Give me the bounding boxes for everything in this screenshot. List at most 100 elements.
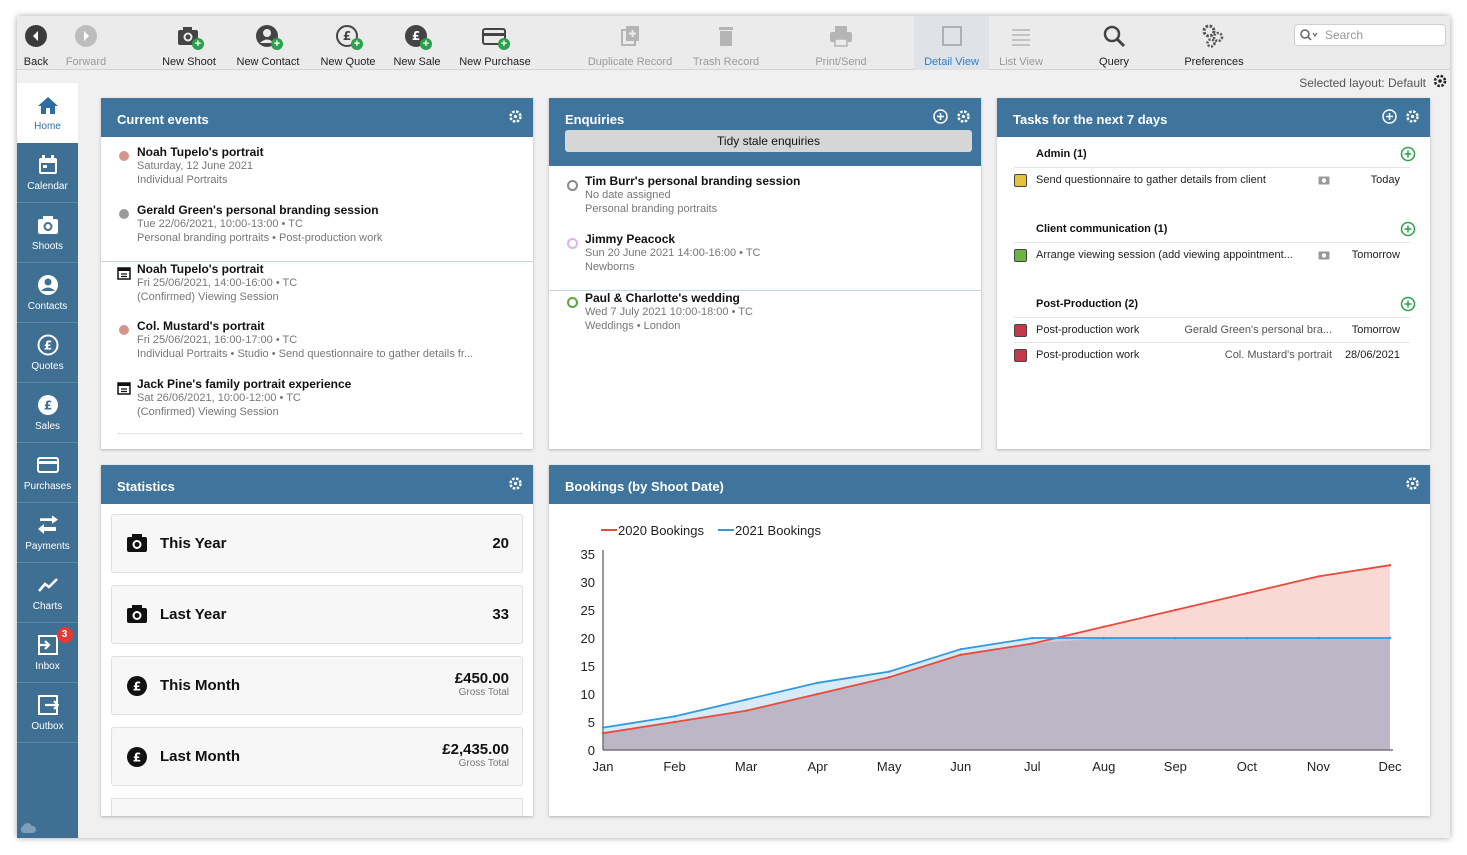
add-group-task-icon[interactable] [1400,146,1416,167]
y-tick-label: 15 [581,659,595,674]
add-group-task-icon[interactable] [1400,221,1416,242]
stat-value: 33 [492,606,509,623]
task-group-header: Client communication (1) [997,218,1430,242]
task-row[interactable]: Arrange viewing session (add viewing app… [1014,242,1410,267]
new-quote-button[interactable]: £ + New Quote [316,16,380,70]
forward-icon [71,20,101,52]
sidebar-item-payments[interactable]: Payments [17,503,78,563]
task-row[interactable]: Post-production work Col. Mustard's portr… [1014,342,1410,367]
series-area-0 [603,565,1390,750]
sidebar-item-charts[interactable]: Charts [17,563,78,623]
sidebar-item-sales[interactable]: £ Sales [17,383,78,443]
new-contact-button[interactable]: + New Contact [231,16,305,70]
task-checkbox[interactable] [1014,249,1027,262]
query-button[interactable]: Query [1089,16,1139,70]
add-group-task-icon[interactable] [1400,296,1416,317]
duplicate-record-button[interactable]: Duplicate Record [582,16,678,70]
search-input[interactable]: Search [1294,24,1446,46]
panel-gear-icon[interactable] [1405,109,1420,127]
layout-bar: Selected layout: Default [17,71,1450,93]
tasks-header: Tasks for the next 7 days [997,98,1430,137]
sidebar-item-calendar[interactable]: Calendar [17,143,78,203]
data-point [1031,636,1034,640]
stat-card[interactable]: This Year 20 [111,514,523,573]
preferences-button[interactable]: Preferences [1177,16,1251,70]
status-dot [119,209,129,219]
print-icon [826,20,856,52]
enquiry-title: Paul & Charlotte's wedding [585,291,740,305]
sidebar-item-home[interactable]: Home [17,83,78,143]
task-row[interactable]: Post-production work Gerald Green's perso… [1014,317,1410,342]
event-item[interactable]: Noah Tupelo's portrait Fri 25/06/2021, 14… [101,261,533,319]
task-row[interactable]: Send questionnaire to gather details fro… [1014,167,1410,192]
event-item[interactable]: Jack Pine's family portrait experience Sa… [101,377,533,435]
sidebar-item-inbox[interactable]: 3 Inbox [17,623,78,683]
event-item[interactable]: Noah Tupelo's portrait Saturday, 12 June … [101,145,533,203]
data-point [1388,564,1392,567]
panel-gear-icon[interactable] [508,476,523,494]
task-checkbox[interactable] [1014,349,1027,362]
sidebar-item-purchases[interactable]: Purchases [17,443,78,503]
stat-card[interactable]: £ This Month £450.00 Gross Total [111,656,523,715]
sidebar-item-contacts[interactable]: Contacts [17,263,78,323]
list-view-button[interactable]: List View [993,16,1049,70]
sidebar-item-label: Outbox [31,721,64,732]
event-title: Jack Pine's family portrait experience [137,377,352,391]
task-group-header: Post-Production (2) [997,293,1430,317]
x-tick-label: Feb [663,759,685,774]
panel-gear-icon[interactable] [1405,476,1420,494]
detail-view-icon [937,20,967,52]
sidebar-item-shoots[interactable]: Shoots [17,203,78,263]
list-view-label: List View [999,56,1043,68]
detail-view-label: Detail View [924,56,979,68]
statistics-panel: Statistics This Year 20 Last Year 33 £ This M… [101,465,533,816]
trash-record-button[interactable]: Trash Record [687,16,765,70]
detail-view-button[interactable]: Detail View [914,16,989,70]
x-tick-label: May [877,759,902,774]
event-date: Fri 25/06/2021, 16:00-17:00 • TC [137,334,298,346]
event-item[interactable]: Col. Mustard's portrait Fri 25/06/2021, 1… [101,319,533,377]
stat-label: Last Year [160,606,227,623]
series-line-1 [602,637,1390,729]
task-related-record: Gerald Green's personal bra... [1184,324,1332,336]
task-checkbox[interactable] [1014,324,1027,337]
enquiry-item[interactable]: Jimmy Peacock Sun 20 June 2021 14:00-16:0… [549,232,981,290]
data-point [959,648,962,651]
current-events-panel: Current events Noah Tupelo's portrait Sat… [101,98,533,449]
stat-card[interactable]: £ Last Month £2,435.00 Gross Total [111,727,523,786]
add-task-icon[interactable] [1382,109,1397,127]
cloud-sync-icon [19,821,37,838]
sidebar-item-quotes[interactable]: £ Quotes [17,323,78,383]
stat-value: £2,435.00 [442,741,509,758]
task-due: Tomorrow [1351,324,1400,336]
y-tick-label: 25 [581,603,595,618]
contact-add-icon: + [253,20,283,52]
forward-button[interactable]: Forward [61,16,111,70]
x-tick-label: Jul [1024,759,1041,774]
add-enquiry-icon[interactable] [933,109,948,127]
forward-label: Forward [65,56,107,68]
stat-card[interactable]: Last Year 33 [111,585,523,644]
duplicate-record-label: Duplicate Record [587,56,673,68]
new-sale-button[interactable]: £ + New Sale [389,16,445,70]
enquiry-item[interactable]: Tim Burr's personal branding session No d… [549,174,981,232]
task-checkbox[interactable] [1014,174,1027,187]
x-tick-label: Dec [1378,759,1402,774]
new-shoot-button[interactable]: + New Shoot [157,16,221,70]
tidy-stale-enquiries-button[interactable]: Tidy stale enquiries [565,130,972,152]
task-related-record: Col. Mustard's portrait [1224,349,1332,361]
new-purchase-button[interactable]: + New Purchase [455,16,535,70]
print-send-button[interactable]: Print/Send [809,16,873,70]
pound-icon: £ [126,675,148,702]
layout-gear-icon[interactable] [1432,73,1448,92]
x-tick-label: Sep [1164,759,1187,774]
stat-label: Last Month [160,748,240,765]
enquiry-item[interactable]: Paul & Charlotte's wedding Wed 7 July 202… [549,290,981,348]
panel-title: Tasks for the next 7 days [1013,112,1168,127]
panel-gear-icon[interactable] [956,109,971,127]
back-button[interactable]: Back [17,16,55,70]
task-group-name: Client communication (1) [1036,223,1168,235]
panel-gear-icon[interactable] [508,109,523,127]
event-item[interactable]: Gerald Green's personal branding session… [101,203,533,261]
sidebar-item-outbox[interactable]: Outbox [17,683,78,743]
